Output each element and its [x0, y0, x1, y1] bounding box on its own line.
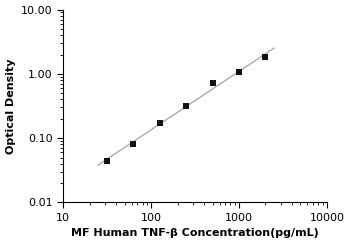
Point: [263, 55, 268, 59]
Point: [104, 159, 110, 163]
X-axis label: MF Human TNF-β Concentration(pg/mL): MF Human TNF-β Concentration(pg/mL): [71, 228, 319, 238]
Point: [236, 71, 242, 74]
Point: [210, 81, 215, 85]
Point: [183, 104, 189, 108]
Point: [157, 121, 162, 124]
Point: [130, 142, 136, 146]
Y-axis label: Optical Density: Optical Density: [6, 58, 15, 154]
